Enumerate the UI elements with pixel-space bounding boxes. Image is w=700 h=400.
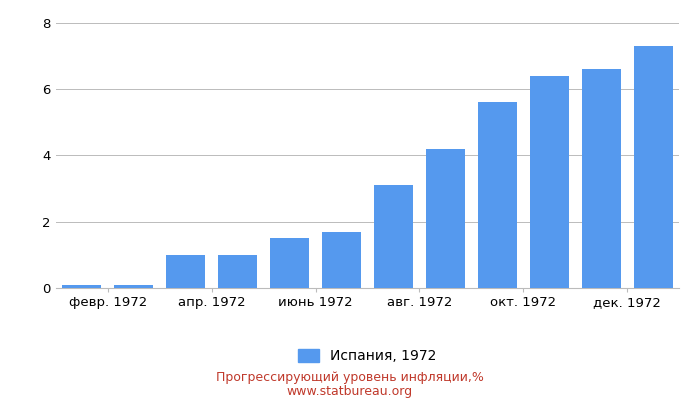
Bar (634, 46, 673, 288)
Bar (530, 76, 568, 288)
Bar (218, 255, 257, 288)
Bar (426, 149, 465, 288)
Bar (167, 255, 205, 288)
Bar (374, 185, 413, 288)
Legend: Испания, 1972: Испания, 1972 (293, 344, 442, 369)
Text: Прогрессирующий уровень инфляции,%: Прогрессирующий уровень инфляции,% (216, 372, 484, 384)
Bar (322, 232, 361, 288)
Bar (270, 238, 309, 288)
Bar (62, 285, 102, 288)
Bar (114, 285, 153, 288)
Text: www.statbureau.org: www.statbureau.org (287, 386, 413, 398)
Bar (582, 69, 621, 288)
Bar (478, 102, 517, 288)
